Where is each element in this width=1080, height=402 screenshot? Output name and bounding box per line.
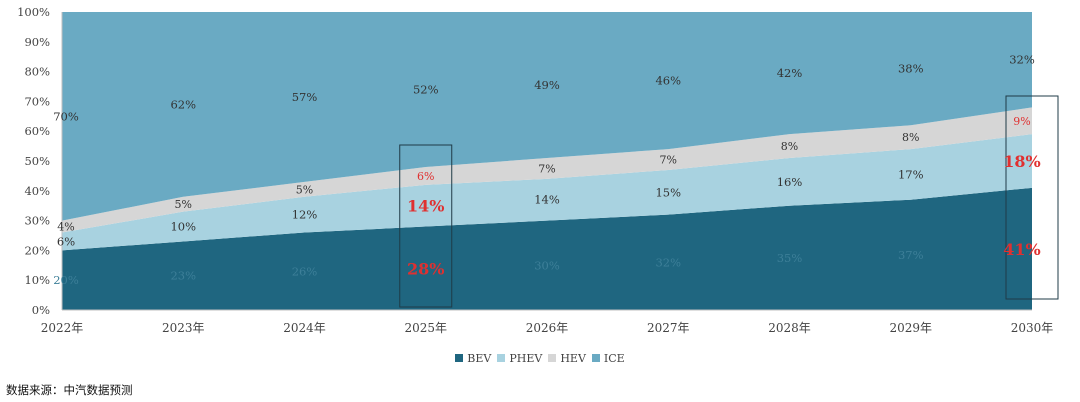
legend-label: PHEV bbox=[509, 352, 543, 365]
data-label-hev: 9% bbox=[1013, 115, 1030, 128]
data-label-phev: 14% bbox=[534, 193, 560, 207]
data-label-phev: 14% bbox=[407, 197, 444, 216]
legend-item-phev: PHEV bbox=[497, 352, 542, 365]
data-label-ice: 62% bbox=[170, 97, 196, 111]
y-tick-label: 10% bbox=[24, 273, 50, 287]
data-label-hev: 5% bbox=[296, 183, 313, 196]
data-label-phev: 18% bbox=[1003, 152, 1040, 171]
y-tick-label: 20% bbox=[24, 243, 50, 257]
x-tick-label: 2029年 bbox=[889, 321, 932, 335]
y-tick-label: 90% bbox=[24, 35, 50, 49]
y-tick-label: 50% bbox=[24, 154, 50, 168]
data-label-hev: 8% bbox=[781, 140, 798, 153]
data-label-bev: 26% bbox=[292, 264, 318, 278]
legend-label: ICE bbox=[603, 352, 625, 365]
data-label-ice: 32% bbox=[1009, 53, 1035, 67]
y-tick-label: 40% bbox=[24, 184, 50, 198]
data-label-bev: 35% bbox=[777, 251, 803, 265]
data-label-ice: 49% bbox=[534, 78, 560, 92]
area-ice bbox=[62, 12, 1032, 221]
chart-legend: BEV PHEV HEV ICE bbox=[0, 352, 1080, 365]
stacked-area-chart: 0%10%20%30%40%50%60%70%80%90%100%2022年 20… bbox=[17, 5, 1059, 335]
legend-item-bev: BEV bbox=[455, 352, 491, 365]
legend-label: BEV bbox=[467, 352, 492, 365]
data-label-phev: 15% bbox=[655, 185, 681, 199]
x-tick-label: 2025年 bbox=[404, 321, 447, 335]
x-tick-label: 2026年 bbox=[526, 321, 569, 335]
y-tick-label: 70% bbox=[24, 94, 50, 108]
legend-label: HEV bbox=[560, 352, 586, 365]
data-label-hev: 8% bbox=[902, 131, 919, 144]
y-tick-label: 30% bbox=[24, 214, 50, 228]
data-label-phev: 16% bbox=[777, 175, 803, 189]
x-tick-label: 2030年 bbox=[1011, 321, 1054, 335]
legend-item-hev: HEV bbox=[548, 352, 586, 365]
legend-swatch bbox=[455, 354, 464, 362]
data-label-bev: 20% bbox=[53, 273, 79, 287]
data-label-hev: 7% bbox=[660, 154, 677, 167]
x-tick-label: 2028年 bbox=[768, 321, 811, 335]
data-label-ice: 38% bbox=[898, 62, 924, 76]
x-tick-label: 2023年 bbox=[162, 321, 205, 335]
source-note: 数据来源：中汽数据预测 bbox=[6, 383, 133, 397]
legend-swatch bbox=[591, 354, 600, 362]
y-tick-label: 80% bbox=[24, 65, 50, 79]
data-label-phev: 17% bbox=[898, 167, 924, 181]
data-label-bev: 32% bbox=[655, 255, 681, 269]
data-label-hev: 7% bbox=[538, 162, 555, 175]
data-label-bev: 28% bbox=[407, 259, 444, 278]
y-tick-label: 0% bbox=[32, 303, 50, 317]
data-label-hev: 6% bbox=[417, 170, 434, 183]
y-tick-label: 60% bbox=[24, 124, 50, 138]
data-label-phev: 12% bbox=[292, 208, 318, 222]
y-tick-label: 100% bbox=[17, 5, 50, 19]
legend-swatch bbox=[497, 354, 506, 362]
data-label-ice: 70% bbox=[53, 109, 79, 123]
data-label-hev: 5% bbox=[175, 198, 192, 211]
data-label-ice: 52% bbox=[413, 82, 439, 96]
highlight-box bbox=[399, 144, 453, 308]
data-label-phev: 10% bbox=[170, 220, 196, 234]
data-label-ice: 46% bbox=[655, 74, 681, 88]
x-tick-label: 2024年 bbox=[283, 321, 326, 335]
area-phev bbox=[62, 134, 1032, 251]
data-label-ice: 57% bbox=[292, 90, 318, 104]
highlight-box bbox=[1005, 95, 1059, 300]
area-bev bbox=[62, 187, 1032, 310]
data-label-bev: 30% bbox=[534, 258, 560, 272]
data-label-bev: 37% bbox=[898, 248, 924, 262]
data-label-bev: 41% bbox=[1003, 240, 1040, 259]
legend-item-ice: ICE bbox=[591, 352, 625, 365]
data-label-hev: 4% bbox=[57, 221, 74, 234]
area-hev bbox=[62, 107, 1032, 233]
x-tick-label: 2022年 bbox=[41, 321, 84, 335]
x-tick-label: 2027年 bbox=[647, 321, 690, 335]
data-label-bev: 23% bbox=[170, 269, 196, 283]
data-label-ice: 42% bbox=[777, 66, 803, 80]
data-label-phev: 6% bbox=[57, 234, 75, 248]
legend-swatch bbox=[548, 354, 557, 362]
